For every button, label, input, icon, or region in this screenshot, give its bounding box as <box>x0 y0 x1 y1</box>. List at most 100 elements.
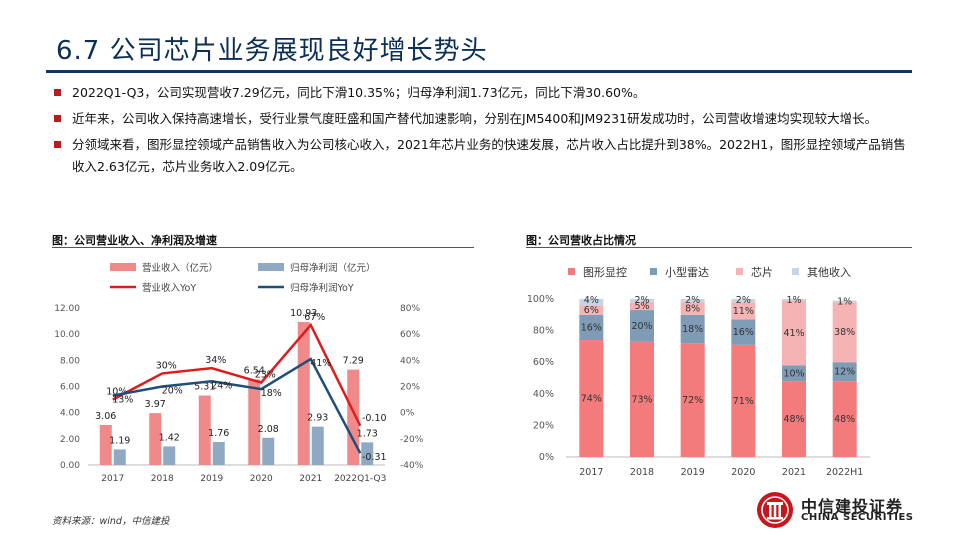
y-tick-label: 0.00 <box>60 461 80 471</box>
share-data-label: 5% <box>634 301 649 312</box>
share-data-label: 2% <box>736 295 751 306</box>
share-data-label: 41% <box>783 328 804 339</box>
revenue-yoy-label: 10% <box>106 387 127 398</box>
bullet-square-icon <box>54 115 61 122</box>
revenue-data-label: 5.31 <box>194 382 215 393</box>
right-chart-title: 图：公司营收占比情况 <box>526 234 636 247</box>
y2-tick-label: -40% <box>400 461 424 471</box>
legend-swatch <box>650 268 657 275</box>
legend-label: 小型雷达 <box>665 265 709 279</box>
revenue-bar <box>198 395 211 465</box>
share-other-segment <box>731 299 756 303</box>
bullet-text: 2022Q1-Q3，公司实现营收7.29亿元，同比下滑10.35%；归母净利润1… <box>72 85 646 100</box>
y2-tick-label: 80% <box>400 304 420 314</box>
share-data-label: 73% <box>631 394 652 405</box>
logo-name-cn: 中信建投证券 <box>801 497 904 516</box>
x-tick-label: 2020 <box>250 474 273 484</box>
share-radar-segment <box>630 310 654 342</box>
legend-swatch <box>792 268 799 275</box>
company-logo: 中信建投证券 CHINA SECURITIES <box>755 490 920 530</box>
y-tick-label: 0% <box>539 452 554 463</box>
share-data-label: 4% <box>584 295 599 306</box>
left-chart-rule <box>52 247 474 248</box>
x-tick-label: 2019 <box>200 474 223 484</box>
share-graphics-segment <box>832 381 857 457</box>
y-tick-label: 80% <box>533 326 554 337</box>
share-data-label: 74% <box>581 394 602 405</box>
y-tick-label: 8.00 <box>60 356 80 366</box>
share-data-label: 72% <box>682 395 703 406</box>
profit-yoy-label: 13% <box>112 395 133 406</box>
legend-label: 图形显控 <box>583 265 627 279</box>
legend-swatch <box>110 263 136 271</box>
right-chart-rule <box>526 247 912 248</box>
share-data-label: 1% <box>837 297 852 308</box>
share-data-label: 2% <box>634 295 649 306</box>
left-chart-title: 图：公司营业收入、净利润及增速 <box>52 234 217 247</box>
y-tick-label: 2.00 <box>60 435 80 445</box>
x-tick-label: 2020 <box>731 467 755 478</box>
revenue-yoy-label: 23% <box>255 370 276 381</box>
share-data-label: 2% <box>685 295 700 306</box>
x-tick-label: 2022H1 <box>826 467 863 478</box>
share-data-label: 18% <box>682 324 703 335</box>
y-tick-label: 60% <box>533 357 554 368</box>
share-other-segment <box>782 299 806 301</box>
share-chip-segment <box>680 302 705 315</box>
revenue-data-label: 6.54 <box>244 365 265 376</box>
profit-yoy-label: 41% <box>310 358 331 369</box>
revenue-data-label: 7.29 <box>343 356 364 367</box>
share-radar-segment <box>680 314 705 344</box>
share-data-label: 6% <box>584 305 599 316</box>
share-chip-segment <box>832 302 857 363</box>
profit-yoy-label: 24% <box>211 380 232 391</box>
profit-bar <box>163 446 176 465</box>
y2-tick-label: 60% <box>400 330 420 340</box>
logo-name-en: CHINA SECURITIES <box>801 512 914 523</box>
profit-bar <box>113 449 126 465</box>
y-tick-label: 40% <box>533 389 554 400</box>
share-other-segment <box>630 299 654 303</box>
revenue-share-chart: 图形显控 小型雷达 芯片 其他收入 0% 20% 40% 60% 80% 100% 74% 16% 6%… <box>527 265 870 478</box>
profit-yoy-label: -0.31 <box>362 452 387 463</box>
revenue-yoy-label: -0.10 <box>362 413 387 424</box>
page-title: 6.7 公司芯片业务展现良好增长势头 <box>56 36 488 66</box>
revenue-profit-chart: 营业收入（亿元） 归母净利润（亿元） 营业收入YoY 归母净利润YoY 0.00 2.00… <box>54 262 424 484</box>
legend-label: 归母净利润（亿元） <box>290 262 376 274</box>
profit-yoy-label: 18% <box>261 388 282 399</box>
revenue-bar <box>347 369 360 465</box>
share-graphics-segment <box>680 343 705 457</box>
share-other-segment <box>579 299 604 306</box>
share-data-label: 1% <box>786 295 801 306</box>
revenue-data-label: 3.97 <box>145 399 166 410</box>
share-data-label: 20% <box>631 321 652 332</box>
legend-label: 营业收入YoY <box>142 282 196 294</box>
profit-yoy-line <box>112 357 362 454</box>
bullet-text: 近年来，公司收入保持高速增长，受行业景气度旺盛和国产替代加速影响，分别在JM54… <box>72 111 878 126</box>
share-data-label: 48% <box>783 414 804 425</box>
share-data-label: 48% <box>834 414 855 425</box>
legend-swatch <box>258 263 284 271</box>
x-tick-label: 2017 <box>101 474 124 484</box>
profit-bar <box>311 426 324 465</box>
x-tick-label: 2017 <box>579 467 603 478</box>
legend-label: 其他收入 <box>807 265 851 279</box>
share-data-label: 8% <box>685 303 700 314</box>
title-divider <box>46 70 912 73</box>
share-radar-segment <box>782 365 806 382</box>
china-securities-logo-icon <box>757 492 793 528</box>
y-tick-label: 12.00 <box>54 304 80 314</box>
profit-data-label: 1.19 <box>109 435 130 446</box>
share-other-segment <box>832 300 857 303</box>
legend-swatch <box>568 268 575 275</box>
y2-tick-label: 40% <box>400 356 420 366</box>
bullet-item: 近年来，公司收入保持高速增长，受行业景气度旺盛和国产替代加速影响，分别在JM54… <box>52 108 912 130</box>
share-graphics-segment <box>630 341 654 457</box>
bullet-text: 分领域来看，图形显控领域产品销售收入为公司核心收入，2021年芯片业务的快速发展… <box>72 137 906 174</box>
bullet-square-icon <box>54 141 61 148</box>
share-chip-segment <box>630 302 654 311</box>
bullet-item: 2022Q1-Q3，公司实现营收7.29亿元，同比下滑10.35%；归母净利润1… <box>52 82 912 104</box>
revenue-yoy-line <box>112 322 362 427</box>
x-tick-label: 2019 <box>681 467 705 478</box>
share-data-label: 12% <box>834 367 855 378</box>
